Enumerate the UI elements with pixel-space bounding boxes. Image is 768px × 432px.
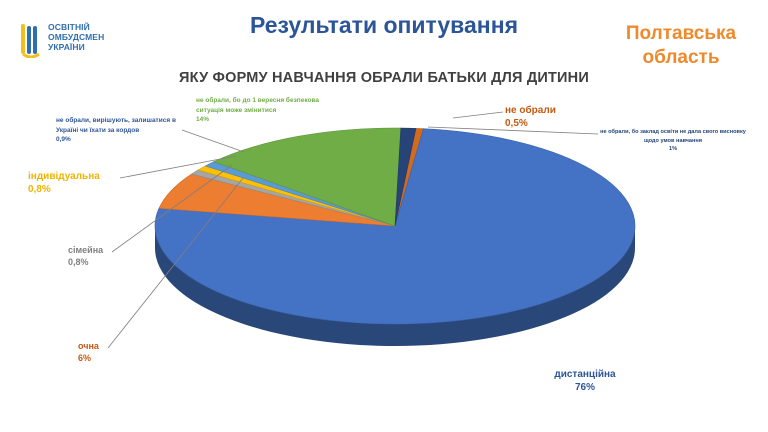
leader-line-2 [107,177,244,349]
slice-label-5: не обрали, вирішують, залишатися в Украї… [56,116,186,145]
leader-line-0 [452,111,504,119]
page-title: Результати опитування [249,12,519,38]
slice-label-value: 0,8% [28,184,51,195]
slice-side-1 [155,226,635,346]
region-name: Полтавська область [625,23,737,68]
slice-label-value: 0,9% [56,136,71,143]
slice-6 [213,127,402,227]
slice-label-value: 6% [78,353,92,363]
slice-label-0: не обрали 0,5% [505,104,575,130]
slice-label-4: індивідуальна 0,8% [28,170,118,196]
slice-label-text: не обрали, бо до 1 вересня безпекова сит… [196,97,319,114]
slice-label-text: індивідуальна [28,171,100,182]
slice-7 [394,127,417,227]
slice-label-1: дистанційна 76% [545,368,625,394]
logo: ОСВІТНІЙ ОМБУДСМЕН УКРАЇНИ [20,20,130,64]
slice-label-6: не обрали, бо до 1 вересня безпекова сит… [196,96,346,125]
slice-label-3: сімейна 0,8% [68,244,113,268]
slice-label-value: 0,8% [68,257,89,267]
slice-label-text: очна [78,341,99,351]
slice-label-value: 0,5% [505,118,528,129]
slice-label-text: не обрали, бо заклад освіти не дала свог… [600,129,746,144]
leader-line-7 [427,126,599,135]
slice-label-value: 1% [668,146,678,153]
ombudsman-logo-icon [21,24,40,58]
slice-label-text: не обрали, вирішують, залишатися в Украї… [56,117,176,134]
slice-label-value: 76% [574,382,595,393]
slice-label-text: дистанційна [554,369,616,380]
chart-title: ЯКУ ФОРМУ НАВЧАННЯ ОБРАЛИ БАТЬКИ ДЛЯ ДИТ… [179,70,589,86]
leader-line-5 [181,129,245,153]
slice-label-2: очна 6% [78,340,108,364]
slice-label-value: 14% [196,116,210,123]
leader-line-3 [111,164,233,253]
slice-1 [154,128,636,325]
slice-label-7: не обрали, бо заклад освіти не дала свог… [598,128,748,154]
logo-text: ОСВІТНІЙ ОМБУДСМЕН УКРАЇНИ [48,22,105,52]
slice-label-text: сімейна [68,245,104,255]
slice-label-text: не обрали [505,105,556,116]
leader-line-4 [119,155,237,179]
